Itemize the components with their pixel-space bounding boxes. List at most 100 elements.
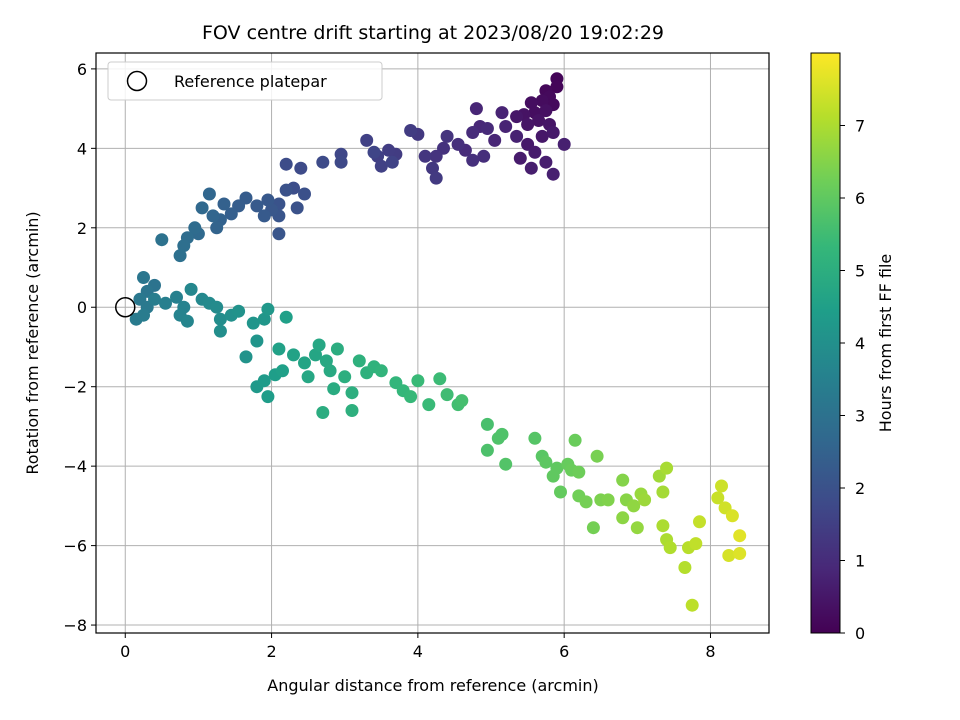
legend-entry-reference: Reference platepar — [174, 72, 327, 91]
data-point — [319, 354, 333, 368]
data-point — [715, 479, 728, 493]
data-point — [480, 122, 494, 135]
legend-reference-marker — [126, 70, 148, 92]
data-point — [374, 364, 388, 378]
data-point — [660, 461, 674, 475]
data-point — [137, 271, 150, 284]
grid-lines — [96, 53, 769, 633]
data-point — [488, 133, 502, 147]
data-points — [129, 72, 747, 612]
data-point — [455, 394, 469, 408]
colorbar-tick-label: 3 — [855, 407, 865, 426]
data-point — [213, 324, 227, 338]
reference-platepar-marker — [115, 296, 136, 318]
data-point — [330, 342, 344, 356]
data-point — [532, 114, 546, 127]
data-point — [426, 161, 439, 175]
colorbar-tick-label: 7 — [855, 117, 865, 136]
data-point — [733, 547, 747, 560]
data-point — [638, 493, 652, 507]
data-point — [202, 187, 216, 201]
colorbar-tick-label: 1 — [855, 552, 865, 571]
data-point — [546, 126, 560, 139]
data-point — [170, 290, 183, 304]
data-point — [616, 511, 630, 525]
data-point — [250, 334, 264, 348]
data-point — [510, 129, 524, 143]
data-point — [374, 159, 388, 173]
data-point — [590, 449, 604, 463]
data-point — [499, 457, 513, 471]
data-point — [477, 149, 491, 163]
data-point — [261, 193, 275, 207]
data-point — [510, 110, 524, 124]
y-tick-label: 0 — [77, 298, 87, 317]
y-axis-ticks: −8 −6 −4 −2 0 2 4 6 — [63, 60, 96, 635]
data-point — [298, 187, 311, 201]
data-point — [429, 171, 443, 185]
data-point — [678, 561, 692, 574]
data-point — [272, 342, 286, 356]
data-point — [338, 370, 352, 384]
data-point — [689, 537, 703, 551]
data-point — [367, 145, 381, 159]
data-point — [513, 151, 527, 165]
y-axis-label: Rotation from reference (arcmin) — [23, 211, 42, 474]
data-point — [298, 356, 311, 370]
reference-marker-layer — [115, 296, 136, 318]
data-point — [210, 221, 224, 235]
data-point — [345, 386, 359, 400]
data-point — [294, 161, 308, 175]
colorbar-label: Hours from first FF file — [876, 254, 895, 433]
data-point — [418, 149, 432, 163]
data-point — [627, 499, 641, 513]
data-point — [184, 282, 198, 296]
colorbar — [810, 52, 841, 634]
data-point — [693, 515, 706, 529]
data-point — [279, 310, 293, 324]
data-point — [279, 183, 293, 197]
data-point — [466, 126, 480, 139]
colorbar-ticks: 0 1 2 3 4 5 6 7 — [840, 117, 865, 643]
data-point — [546, 167, 560, 181]
data-point — [422, 398, 436, 412]
legend-box — [107, 61, 383, 101]
data-point — [499, 120, 513, 133]
data-point — [261, 390, 275, 404]
data-point — [217, 197, 231, 211]
data-point — [155, 233, 169, 247]
data-point — [528, 145, 542, 159]
plot-frame — [95, 52, 770, 634]
y-tick-label: 4 — [77, 139, 87, 158]
data-point — [246, 316, 260, 330]
data-point — [382, 143, 396, 157]
data-point — [261, 302, 275, 316]
data-point — [521, 118, 535, 131]
data-point — [440, 129, 454, 143]
data-point — [685, 598, 699, 612]
data-point — [535, 129, 549, 143]
x-tick-label: 4 — [413, 642, 423, 661]
data-point — [287, 348, 300, 362]
data-point — [276, 364, 289, 378]
data-point — [480, 417, 494, 431]
y-tick-label: −8 — [63, 616, 87, 635]
y-tick-label: −6 — [63, 537, 87, 556]
data-point — [224, 207, 238, 221]
y-tick-label: −2 — [63, 378, 87, 397]
x-tick-label: 0 — [120, 642, 130, 661]
data-point — [466, 153, 480, 167]
data-point — [177, 239, 191, 253]
x-tick-label: 6 — [559, 642, 569, 661]
data-point — [535, 94, 549, 108]
data-point — [429, 149, 443, 163]
data-point — [433, 372, 447, 386]
data-point — [539, 104, 553, 118]
data-point — [232, 304, 246, 318]
data-point — [210, 300, 224, 314]
data-point — [385, 155, 399, 169]
data-point — [663, 541, 677, 555]
data-point — [137, 308, 150, 322]
data-point — [411, 374, 425, 388]
data-point — [722, 549, 736, 562]
